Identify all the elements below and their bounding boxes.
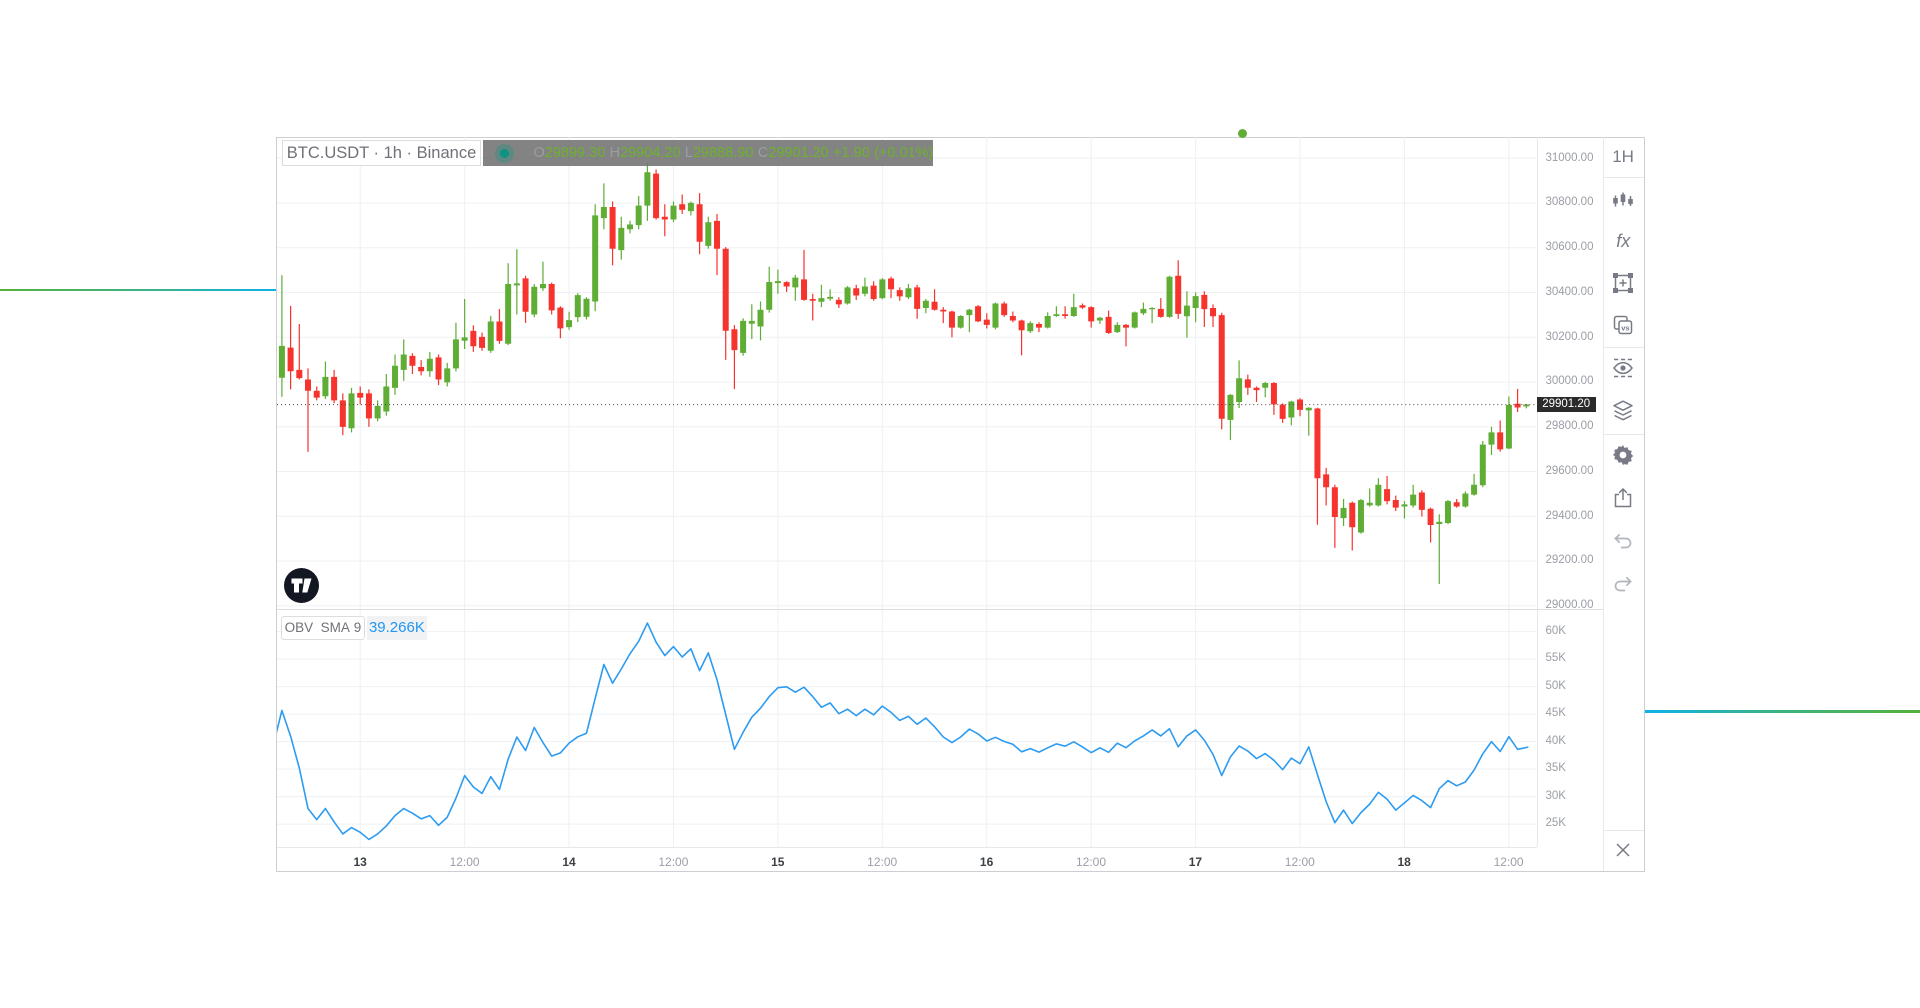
svg-text:vs: vs	[1621, 324, 1629, 333]
